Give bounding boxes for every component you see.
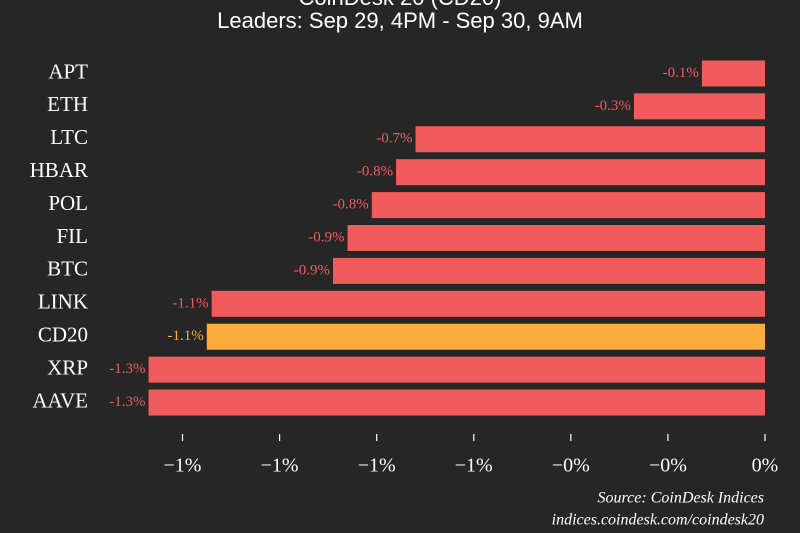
x-tick-label: −0% xyxy=(552,455,590,477)
x-tick-label: −0% xyxy=(649,455,687,477)
value-label: -0.9% xyxy=(294,262,330,278)
y-tick-label: XRP xyxy=(47,355,88,379)
source: Source: CoinDesk Indices xyxy=(598,490,764,507)
value-label: -1.3% xyxy=(109,394,145,410)
y-tick-label: BTC xyxy=(47,257,88,281)
x-tick-label: −1% xyxy=(261,455,299,477)
y-tick-label: APT xyxy=(48,59,88,83)
source-url: indices.coindesk.com/coindesk20 xyxy=(552,512,764,529)
y-tick-label: ETH xyxy=(47,92,88,116)
y-tick-label: AAVE xyxy=(32,388,88,412)
x-tick-label: 0% xyxy=(752,455,779,477)
bar xyxy=(633,93,765,120)
bar xyxy=(347,225,765,251)
y-tick-label: POL xyxy=(48,191,88,215)
value-label: -1.1% xyxy=(172,295,208,311)
value-label: -0.3% xyxy=(595,98,631,114)
y-tick-label: LINK xyxy=(38,290,88,314)
bar xyxy=(206,323,765,350)
chart-subtitle: Leaders: Sep 29, 4PM - Sep 30, 9AM xyxy=(217,8,583,33)
value-label: -0.1% xyxy=(663,65,699,81)
y-tick-label: LTC xyxy=(50,125,88,149)
value-label: -0.9% xyxy=(308,229,344,245)
y-tick-label: CD20 xyxy=(38,323,88,347)
bar xyxy=(332,257,765,284)
x-tick-label: −1% xyxy=(164,455,202,477)
x-tick-label: −1% xyxy=(455,455,493,477)
bar xyxy=(415,126,765,153)
value-label: -1.3% xyxy=(109,361,145,377)
value-label: -0.7% xyxy=(376,131,412,147)
y-tick-label: HBAR xyxy=(30,158,88,182)
bar xyxy=(396,159,765,186)
value-label: -1.1% xyxy=(168,328,204,344)
bar xyxy=(148,389,765,416)
chart-title: CoinDesk 20 (CD20) xyxy=(299,0,502,10)
bar xyxy=(148,356,765,383)
value-label: -0.8% xyxy=(357,164,393,180)
bar xyxy=(701,60,765,87)
value-label: -0.8% xyxy=(333,197,369,213)
y-tick-label: FIL xyxy=(57,224,89,248)
bar xyxy=(371,192,765,219)
x-tick-label: −1% xyxy=(358,455,396,477)
bar xyxy=(211,290,765,317)
